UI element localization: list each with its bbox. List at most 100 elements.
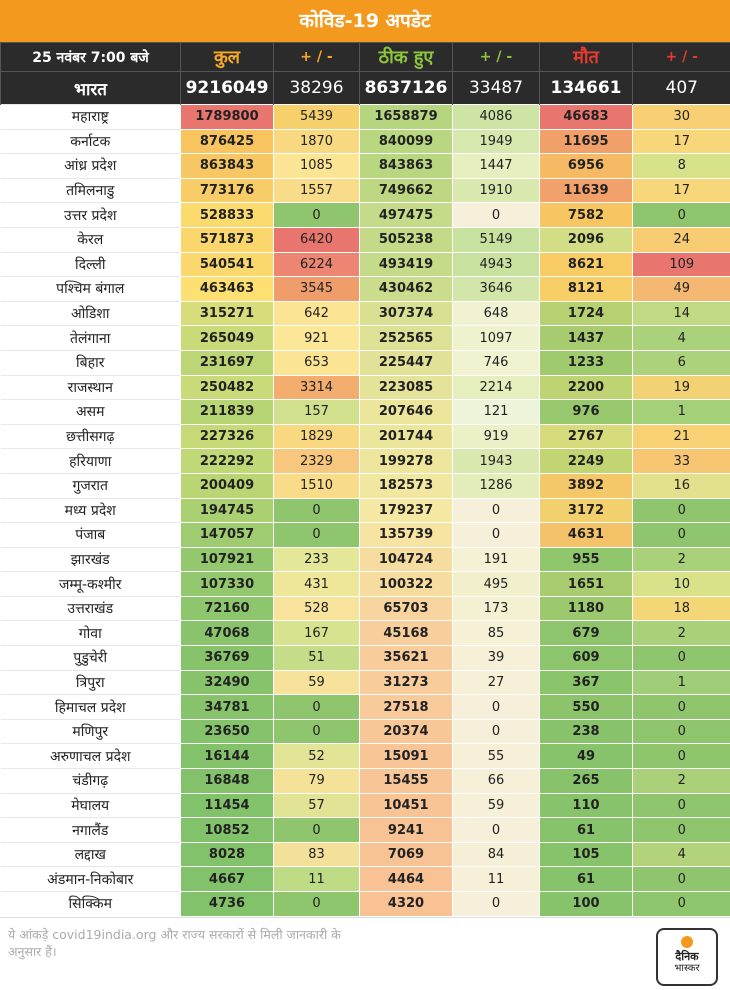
- deaths: 105: [539, 841, 633, 867]
- deaths: 2096: [539, 226, 633, 253]
- total-change: 0: [273, 718, 360, 744]
- recovered-change: 1943: [452, 448, 540, 474]
- recovered-change: 1949: [452, 128, 540, 154]
- state-name: सिक्किम: [0, 890, 181, 916]
- recovered-change: 1097: [452, 325, 540, 351]
- recovered-change: 495: [452, 571, 540, 597]
- state-name: पश्चिम बंगाल: [0, 276, 181, 302]
- state-name: चंडीगढ़: [0, 768, 181, 794]
- state-row: मणिपुर 23650 0 20374 0 238 0: [0, 718, 730, 744]
- state-name: लद्दाख: [0, 841, 181, 867]
- deaths: 11639: [539, 177, 633, 203]
- total-change: 0: [273, 817, 360, 843]
- deaths-change: 4: [632, 841, 730, 867]
- deaths-change: 0: [632, 743, 730, 769]
- total-change: 1829: [273, 423, 360, 449]
- recovered-change: 746: [452, 349, 540, 376]
- state-name: पुडुचेरी: [0, 645, 181, 671]
- state-row: राजस्थान 250482 3314 223085 2214 2200 19: [0, 374, 730, 400]
- total-cases: 1789800: [180, 104, 274, 130]
- header-row: 25 नवंबर 7:00 बजे कुल + / - ठीक हुए + / …: [0, 42, 730, 72]
- state-name: मणिपुर: [0, 718, 181, 744]
- state-row: उत्तर प्रदेश 528833 0 497475 0 7582 0: [0, 202, 730, 228]
- deaths: 61: [539, 817, 633, 843]
- total-change: 79: [273, 768, 360, 794]
- total-change: 0: [273, 202, 360, 228]
- state-name: आंध्र प्रदेश: [0, 153, 181, 179]
- state-row: गुजरात 200409 1510 182573 1286 3892 16: [0, 472, 730, 498]
- deaths-change: 17: [632, 128, 730, 154]
- state-row: अंडमान-निकोबार 4667 11 4464 11 61 0: [0, 866, 730, 892]
- total-change: 0: [273, 694, 360, 720]
- recovered: 7069: [359, 841, 453, 867]
- total-change: 6420: [273, 226, 360, 253]
- state-row: मेघालय 11454 57 10451 59 110 0: [0, 792, 730, 818]
- recovered: 749662: [359, 177, 453, 203]
- deaths: 679: [539, 620, 633, 646]
- state-row: तेलंगाना 265049 921 252565 1097 1437 4: [0, 325, 730, 351]
- total-change: 57: [273, 792, 360, 818]
- deaths: 61: [539, 866, 633, 892]
- total-change: 653: [273, 349, 360, 376]
- footer-divider: [0, 917, 730, 918]
- total-cases: 147057: [180, 522, 274, 548]
- total-change: 528: [273, 595, 360, 621]
- total-change-header: + / -: [273, 42, 360, 72]
- total-cases: 315271: [180, 300, 274, 326]
- total-cases: 16848: [180, 768, 274, 794]
- total-change: 3545: [273, 276, 360, 302]
- state-name: गुजरात: [0, 472, 181, 498]
- logo-line2: भास्कर: [674, 963, 700, 974]
- recovered: 843863: [359, 153, 453, 179]
- deaths-change: 0: [632, 497, 730, 523]
- total-cases: 876425: [180, 128, 274, 154]
- state-row: दिल्ली 540541 6224 493419 4943 8621 109: [0, 251, 730, 277]
- deaths: 8121: [539, 276, 633, 302]
- deaths-change: 2: [632, 768, 730, 794]
- total-change: 2329: [273, 448, 360, 474]
- recovered: 497475: [359, 202, 453, 228]
- state-name: तेलंगाना: [0, 325, 181, 351]
- deaths-change: 30: [632, 104, 730, 130]
- state-name: ओडिशा: [0, 300, 181, 326]
- deaths: 976: [539, 399, 633, 425]
- deaths-header: मौत: [539, 42, 633, 72]
- state-row: तमिलनाडु 773176 1557 749662 1910 11639 17: [0, 177, 730, 203]
- recovered: 27518: [359, 694, 453, 720]
- deaths: 46683: [539, 104, 633, 130]
- recovered-change: 648: [452, 300, 540, 326]
- recovered: 225447: [359, 349, 453, 376]
- state-name: तमिलनाडु: [0, 177, 181, 203]
- recovered: 201744: [359, 423, 453, 449]
- deaths-change: 0: [632, 694, 730, 720]
- recovered: 104724: [359, 546, 453, 572]
- state-row: महाराष्ट्र 1789800 5439 1658879 4086 46683 30: [0, 104, 730, 130]
- recovered: 179237: [359, 497, 453, 523]
- deaths-change: 8: [632, 153, 730, 179]
- india-total-change: 38296: [273, 71, 360, 105]
- recovered-change: 84: [452, 841, 540, 867]
- recovered: 4464: [359, 866, 453, 892]
- recovered: 4320: [359, 890, 453, 916]
- deaths-change: 0: [632, 522, 730, 548]
- state-name: राजस्थान: [0, 374, 181, 400]
- total-cases: 231697: [180, 349, 274, 376]
- recovered-header: ठीक हुए: [359, 42, 453, 72]
- deaths-change: 0: [632, 202, 730, 228]
- recovered-change: 0: [452, 694, 540, 720]
- state-name: पंजाब: [0, 522, 181, 548]
- recovered: 840099: [359, 128, 453, 154]
- state-row: हरियाणा 222292 2329 199278 1943 2249 33: [0, 448, 730, 474]
- recovered-change: 4086: [452, 104, 540, 130]
- deaths-change: 1: [632, 399, 730, 425]
- recovered: 10451: [359, 792, 453, 818]
- total-change: 921: [273, 325, 360, 351]
- total-cases: 4736: [180, 890, 274, 916]
- state-name: गोवा: [0, 620, 181, 646]
- deaths-change: 0: [632, 792, 730, 818]
- deaths-change: 21: [632, 423, 730, 449]
- state-name: मध्य प्रदेश: [0, 497, 181, 523]
- state-row: सिक्किम 4736 0 4320 0 100 0: [0, 890, 730, 916]
- deaths-change: 2: [632, 546, 730, 572]
- recovered-change: 0: [452, 890, 540, 916]
